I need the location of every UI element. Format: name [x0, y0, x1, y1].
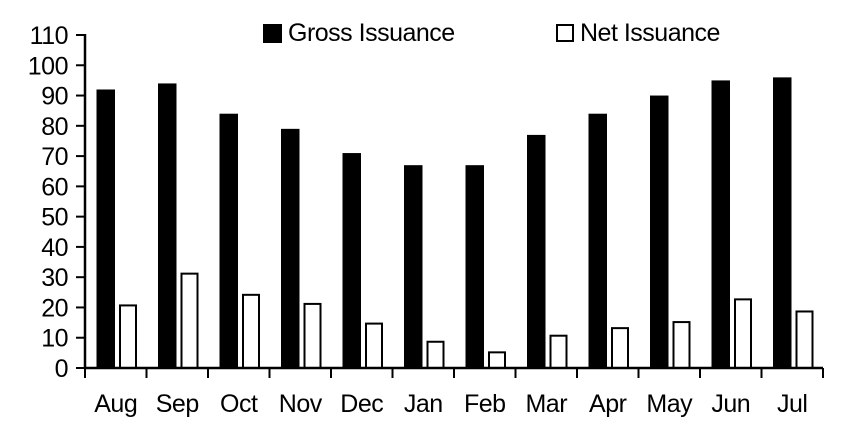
bar-net-oct — [242, 293, 260, 369]
y-axis-tick-label-10: 10 — [41, 325, 68, 353]
x-axis-label-aug: Aug — [94, 390, 137, 418]
x-axis-label-dec: Dec — [340, 390, 383, 418]
bar-gross-oct — [219, 113, 238, 369]
x-axis-label-apr: Apr — [589, 390, 627, 418]
bar-gross-feb — [465, 165, 484, 369]
y-axis-tick-label-90: 90 — [41, 83, 68, 111]
bar-gross-aug — [96, 89, 115, 369]
gross-issuance-swatch-icon — [263, 23, 282, 43]
y-axis-tick-label-80: 80 — [41, 113, 68, 141]
bar-gross-nov — [281, 128, 300, 369]
bar-gross-may — [650, 95, 669, 369]
bar-net-dec — [365, 322, 383, 370]
bar-net-jan — [426, 340, 445, 370]
x-axis-label-jan: Jan — [404, 390, 443, 418]
bar-net-nov — [303, 302, 322, 369]
x-axis-label-mar: Mar — [525, 390, 567, 418]
bar-net-jun — [734, 298, 752, 370]
net-issuance-swatch-icon — [556, 24, 574, 42]
bar-net-sep — [180, 272, 199, 369]
x-axis-label-oct: Oct — [220, 390, 258, 418]
legend-label-net-issuance: Net Issuance — [580, 18, 720, 47]
x-axis-label-jun: Jun — [711, 390, 750, 418]
y-axis-tick-label-100: 100 — [28, 52, 68, 80]
x-axis-label-may: May — [646, 390, 693, 418]
bar-net-jul — [795, 310, 814, 369]
bar-gross-jan — [404, 165, 423, 369]
x-axis-label-jul: Jul — [777, 390, 807, 418]
x-axis-label-sep: Sep — [156, 390, 199, 418]
bar-gross-jul — [773, 77, 792, 369]
y-axis-tick-label-40: 40 — [41, 234, 68, 262]
legend-item-gross-issuance: Gross Issuance — [263, 18, 455, 47]
bar-net-may — [672, 321, 691, 369]
bar-gross-sep — [158, 83, 177, 369]
y-axis-tick-label-20: 20 — [41, 294, 68, 322]
legend-item-net-issuance: Net Issuance — [556, 18, 720, 47]
bar-net-apr — [611, 327, 629, 369]
y-axis-tick-label-0: 0 — [55, 355, 68, 383]
bar-gross-dec — [342, 153, 361, 369]
y-axis-tick-label-30: 30 — [41, 264, 68, 292]
y-axis-tick-label-70: 70 — [41, 143, 68, 171]
y-axis-tick-label-50: 50 — [41, 204, 68, 232]
bar-net-mar — [549, 334, 568, 370]
bar-net-aug — [119, 304, 137, 370]
y-axis-tick-label-110: 110 — [30, 22, 68, 50]
x-axis-label-feb: Feb — [464, 390, 506, 418]
bar-gross-mar — [527, 134, 546, 369]
legend-label-gross-issuance: Gross Issuance — [288, 18, 455, 47]
bar-gross-jun — [711, 80, 730, 369]
bar-net-feb — [488, 351, 506, 370]
y-axis-tick-label-60: 60 — [41, 173, 68, 201]
chart-legend: Gross Issuance Net Issuance — [0, 18, 852, 47]
x-axis-label-nov: Nov — [279, 390, 323, 418]
bar-gross-apr — [588, 113, 607, 369]
